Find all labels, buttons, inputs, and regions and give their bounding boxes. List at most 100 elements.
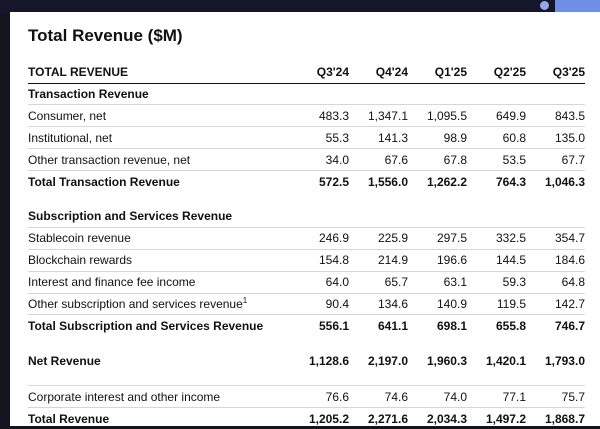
subtotal-row: Total Transaction Revenue 572.5 1,556.0 … xyxy=(28,171,585,192)
row-value: 119.5 xyxy=(467,293,526,316)
accent-tab xyxy=(555,0,600,14)
spacer-cell xyxy=(28,192,585,206)
section-heading-row: Subscription and Services Revenue xyxy=(28,205,585,228)
row-value: 65.7 xyxy=(349,271,408,294)
table-row: Institutional, net 55.3 141.3 98.9 60.8 … xyxy=(28,126,585,150)
page-title: Total Revenue ($M) xyxy=(28,26,183,45)
row-label: Other transaction revenue, net xyxy=(28,148,290,172)
row-value: 67.8 xyxy=(408,148,467,172)
net-revenue-label: Net Revenue xyxy=(28,353,101,368)
row-value: 55.3 xyxy=(290,126,349,150)
spacer-row xyxy=(28,371,585,386)
row-value: 246.9 xyxy=(290,227,349,250)
row-value: 90.4 xyxy=(290,293,349,316)
row-value: 60.8 xyxy=(467,126,526,150)
net-revenue-value: 1,793.0 xyxy=(544,353,585,368)
row-label: Other subscription and services revenue1 xyxy=(28,293,290,316)
total-revenue-value: 1,868.7 xyxy=(526,407,585,429)
revenue-table: TOTAL REVENUE Q3'24 Q4'24 Q1'25 Q2'25 Q3… xyxy=(28,61,585,429)
total-revenue-value: 1,205.2 xyxy=(290,407,349,429)
row-value: 214.9 xyxy=(349,249,408,272)
row-value: 140.9 xyxy=(408,293,467,316)
total-revenue-row: Total Revenue 1,205.2 2,271.6 2,034.3 1,… xyxy=(28,407,585,429)
row-value: 63.1 xyxy=(408,271,467,294)
total-revenue-value: 1,497.2 xyxy=(467,407,526,429)
spacer-cell xyxy=(28,336,585,350)
column-header-period: Q3'24 xyxy=(316,64,349,79)
subtotal-value: 746.7 xyxy=(554,318,585,333)
subtotal-value: 698.1 xyxy=(436,318,467,333)
row-value: 75.7 xyxy=(526,385,585,408)
revenue-panel: Total Revenue ($M) TOTAL REVENUE Q3'24 Q… xyxy=(10,12,600,429)
table-row: Corporate interest and other income 76.6… xyxy=(28,385,585,408)
row-value: 332.5 xyxy=(467,227,526,250)
row-value: 843.5 xyxy=(526,104,585,128)
subtotal-label: Total Subscription and Services Revenue xyxy=(28,318,264,333)
subtotal-value: 655.8 xyxy=(495,318,526,333)
net-revenue-row: Net Revenue 1,128.6 2,197.0 1,960.3 1,42… xyxy=(28,350,585,371)
row-label-text: Other subscription and services revenue xyxy=(28,296,243,311)
row-value: 154.8 xyxy=(290,249,349,272)
row-value: 225.9 xyxy=(349,227,408,250)
total-revenue-label: Total Revenue xyxy=(28,407,290,429)
row-value: 297.5 xyxy=(408,227,467,250)
spacer-cell xyxy=(28,371,585,386)
subtotal-value: 1,556.0 xyxy=(367,174,408,189)
net-revenue-value: 1,960.3 xyxy=(426,353,467,368)
section-title: Subscription and Services Revenue xyxy=(28,205,585,228)
row-label: Interest and finance fee income xyxy=(28,271,290,294)
column-header-period: Q2'25 xyxy=(493,64,526,79)
row-label: Stablecoin revenue xyxy=(28,227,290,250)
row-value: 196.6 xyxy=(408,249,467,272)
row-value: 1,095.5 xyxy=(408,104,467,128)
row-label: Corporate interest and other income xyxy=(28,385,290,408)
row-value: 64.0 xyxy=(290,271,349,294)
table-row: Blockchain rewards 154.8 214.9 196.6 144… xyxy=(28,249,585,272)
row-value: 67.6 xyxy=(349,148,408,172)
row-value: 59.3 xyxy=(467,271,526,294)
subtotal-row: Total Subscription and Services Revenue … xyxy=(28,315,585,336)
top-bar xyxy=(0,0,600,14)
row-value: 134.6 xyxy=(349,293,408,316)
total-revenue-value: 2,034.3 xyxy=(408,407,467,429)
section-title: Transaction Revenue xyxy=(28,83,585,106)
row-label: Consumer, net xyxy=(28,104,290,128)
row-value: 483.3 xyxy=(290,104,349,128)
net-revenue-value: 1,420.1 xyxy=(485,353,526,368)
row-value: 98.9 xyxy=(408,126,467,150)
column-header-period: Q3'25 xyxy=(552,64,585,79)
row-value: 144.5 xyxy=(467,249,526,272)
table-row: Consumer, net 483.3 1,347.1 1,095.5 649.… xyxy=(28,104,585,128)
row-label: Blockchain rewards xyxy=(28,249,290,272)
table-row: Interest and finance fee income 64.0 65.… xyxy=(28,271,585,294)
table-header-row: TOTAL REVENUE Q3'24 Q4'24 Q1'25 Q2'25 Q3… xyxy=(28,61,585,83)
table-row: Other transaction revenue, net 34.0 67.6… xyxy=(28,148,585,172)
column-header-period: Q4'24 xyxy=(375,64,408,79)
subtotal-value: 764.3 xyxy=(495,174,526,189)
row-value: 74.0 xyxy=(408,385,467,408)
spacer-row xyxy=(28,192,585,206)
column-header-period: Q1'25 xyxy=(434,64,467,79)
row-value: 1,347.1 xyxy=(349,104,408,128)
subtotal-value: 1,262.2 xyxy=(426,174,467,189)
total-revenue-value: 2,271.6 xyxy=(349,407,408,429)
row-value: 135.0 xyxy=(526,126,585,150)
subtotal-label: Total Transaction Revenue xyxy=(28,174,180,189)
row-value: 184.6 xyxy=(526,249,585,272)
status-dot-icon xyxy=(540,1,549,10)
column-header-label: TOTAL REVENUE xyxy=(28,64,129,79)
subtotal-value: 572.5 xyxy=(318,174,349,189)
table-row: Other subscription and services revenue1… xyxy=(28,293,585,316)
row-value: 142.7 xyxy=(526,293,585,316)
row-value: 34.0 xyxy=(290,148,349,172)
subtotal-value: 641.1 xyxy=(377,318,408,333)
row-label: Institutional, net xyxy=(28,126,290,150)
row-value: 67.7 xyxy=(526,148,585,172)
section-heading-row: Transaction Revenue xyxy=(28,83,585,106)
row-value: 74.6 xyxy=(349,385,408,408)
row-value: 53.5 xyxy=(467,148,526,172)
net-revenue-value: 1,128.6 xyxy=(308,353,349,368)
row-value: 77.1 xyxy=(467,385,526,408)
net-revenue-value: 2,197.0 xyxy=(367,353,408,368)
spacer-row xyxy=(28,336,585,350)
